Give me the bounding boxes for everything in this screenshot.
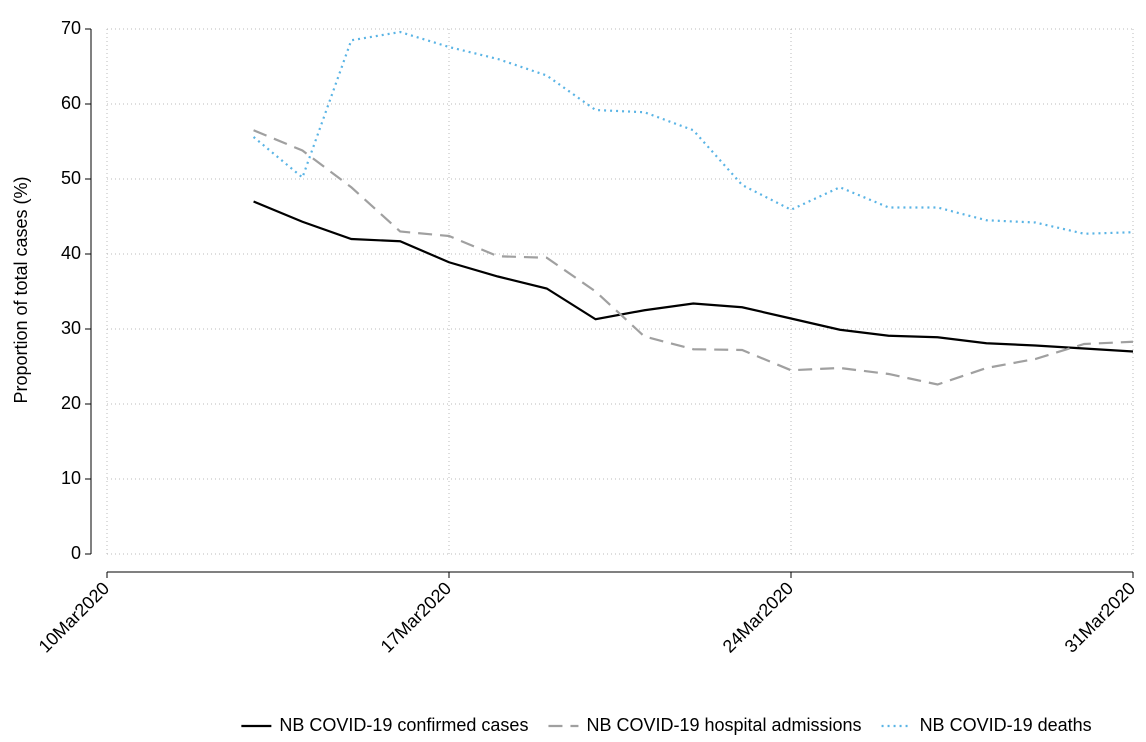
legend-label: NB COVID-19 confirmed cases [279, 715, 528, 735]
x-tick-label: 10Mar2020 [35, 578, 114, 657]
y-tick-label: 20 [61, 393, 81, 413]
y-tick-label: 70 [61, 18, 81, 38]
legend-label: NB COVID-19 hospital admissions [586, 715, 861, 735]
series-line [253, 129, 1134, 386]
y-tick-label: 10 [61, 468, 81, 488]
y-tick-label: 60 [61, 93, 81, 113]
series-line [252, 30, 1134, 235]
legend-label: NB COVID-19 deaths [920, 715, 1092, 735]
y-axis-label: Proportion of total cases (%) [11, 176, 31, 403]
series-line [253, 200, 1134, 353]
x-tick-label: 17Mar2020 [377, 578, 456, 657]
legend-item: NB COVID-19 deaths [881, 715, 1092, 735]
y-tick-label: 0 [71, 543, 81, 563]
legend-item: NB COVID-19 confirmed cases [241, 715, 528, 735]
x-tick-label: 24Mar2020 [719, 578, 798, 657]
y-tick-label: 30 [61, 318, 81, 338]
legend-item: NB COVID-19 hospital admissions [548, 715, 862, 735]
y-tick-label: 40 [61, 243, 81, 263]
x-tick-label: 31Mar2020 [1061, 578, 1140, 657]
y-tick-label: 50 [61, 168, 81, 188]
